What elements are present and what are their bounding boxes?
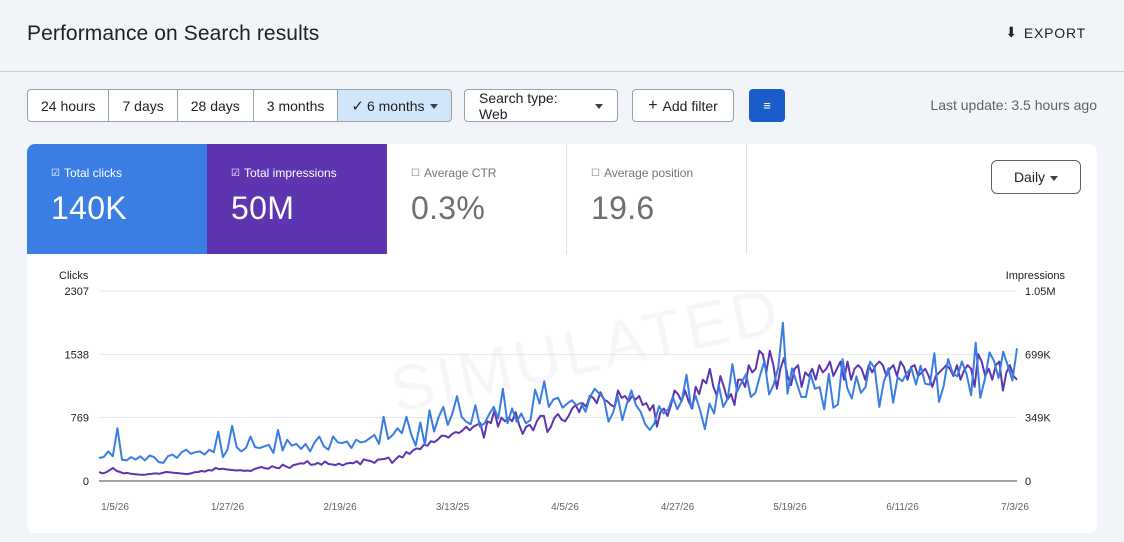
x-axis-tick: 2/19/26 [323, 502, 357, 513]
x-axis-tick: 1/5/26 [101, 502, 129, 513]
metric-label: Total impressions [243, 166, 337, 180]
right-axis-tick: 699K [1025, 349, 1051, 361]
x-axis-tick: 5/19/26 [773, 502, 807, 513]
dropdown-caret-icon [595, 104, 603, 109]
x-axis-tick: 3/13/25 [436, 502, 470, 513]
x-axis-tick: 4/27/26 [661, 502, 695, 513]
add-filter-button[interactable]: + Add filter [632, 89, 734, 122]
right-axis-tick: 349K [1025, 413, 1051, 425]
left-axis-tick: 769 [71, 413, 89, 425]
granularity-label: Daily [1013, 169, 1046, 185]
granularity-dropdown[interactable]: Daily [991, 160, 1081, 194]
performance-chart: SIMULATED Clicks Impressions 2307 1.05M 1538 6… [59, 270, 1066, 513]
checkbox-checked-icon: ☑ [51, 167, 60, 179]
add-filter-label: Add filter [662, 97, 718, 114]
page-title: Performance on Search results [27, 22, 320, 45]
check-icon: ✓ [351, 97, 364, 115]
left-axis-tick: 2307 [65, 286, 89, 298]
checkbox-unchecked-icon: ☐ [411, 167, 420, 179]
dropdown-caret-icon [429, 104, 438, 109]
plus-icon: + [648, 96, 658, 114]
metric-value: 50M [231, 190, 295, 226]
metric-label: Average CTR [423, 166, 497, 180]
export-button[interactable]: ⬇ EXPORT [1005, 24, 1086, 41]
range-6-months-label: 6 months [366, 97, 425, 114]
last-update-text: Last update: 3.5 hours ago [930, 97, 1097, 113]
range-7-days[interactable]: 7 days [108, 89, 178, 122]
series-line-impressions [98, 349, 1018, 476]
left-axis-title: Clicks [59, 270, 89, 282]
watermark-text: SIMULATED [384, 274, 788, 427]
right-axis-tick: 1.05M [1025, 286, 1056, 298]
performance-card: ☑ Total clicks 140K ☑ Total impressions 50… [27, 144, 1097, 533]
metric-value: 19.6 [591, 190, 655, 226]
left-axis-tick: 1538 [65, 349, 89, 361]
dropdown-caret-icon [1050, 175, 1059, 181]
x-axis-tick: 6/11/26 [886, 502, 919, 513]
metric-total-impressions[interactable]: ☑ Total impressions 50M [207, 144, 387, 254]
metric-label: Total clicks [63, 166, 122, 180]
metric-value: 0.3% [411, 190, 486, 226]
series-line-clicks [98, 321, 1018, 464]
search-type-dropdown[interactable]: Search type: Web [464, 89, 618, 122]
page-header: Performance on Search results ⬇ EXPORT [0, 0, 1124, 72]
metric-label: Average position [603, 166, 694, 180]
range-3-months[interactable]: 3 months [252, 89, 339, 122]
x-axis-tick: 7/3/26 [1001, 502, 1029, 513]
checkbox-unchecked-icon: ☐ [591, 167, 600, 179]
metric-average-ctr[interactable]: ☐ Average CTR 0.3% [387, 144, 567, 254]
range-28-days[interactable]: 28 days [176, 89, 254, 122]
search-type-label: Search type: Web [479, 89, 558, 122]
left-axis-tick: 0 [83, 476, 89, 488]
metric-average-position[interactable]: ☐ Average position 19.6 [567, 144, 747, 254]
right-axis-tick: 0 [1025, 476, 1031, 488]
range-6-months[interactable]: ✓ 6 months [337, 89, 452, 122]
filter-list-icon: ≡ [763, 98, 771, 113]
right-axis-title: Impressions [1006, 270, 1066, 282]
checkbox-checked-icon: ☑ [231, 167, 240, 179]
range-24-hours[interactable]: 24 hours [27, 89, 110, 122]
export-label: EXPORT [1023, 24, 1086, 41]
download-icon: ⬇ [1005, 24, 1018, 40]
metric-value: 140K [51, 190, 127, 226]
metric-total-clicks[interactable]: ☑ Total clicks 140K [27, 144, 207, 254]
x-axis-tick: 4/5/26 [551, 502, 579, 513]
filter-list-button[interactable]: ≡ [749, 89, 785, 122]
x-axis-tick: 1/27/26 [211, 502, 245, 513]
date-range-selector: 24 hours 7 days 28 days 3 months ✓ 6 mon… [27, 89, 452, 122]
